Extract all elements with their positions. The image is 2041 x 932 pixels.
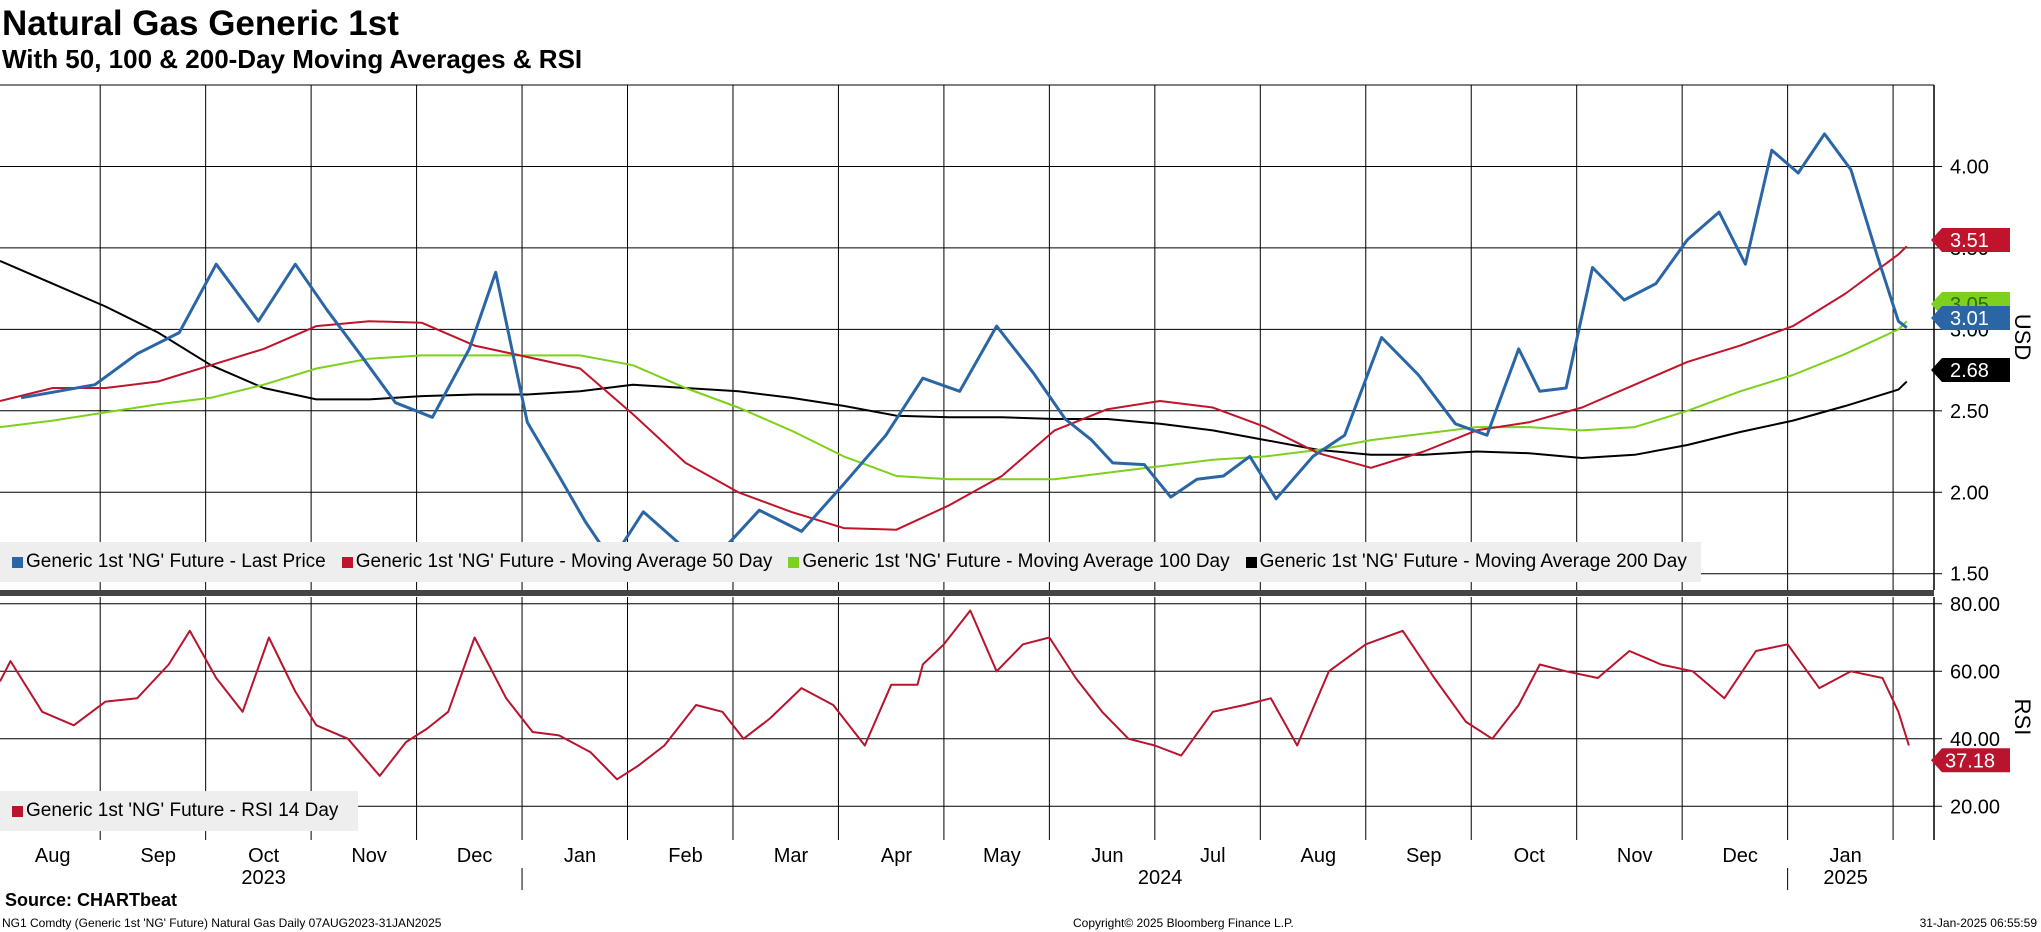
x-month-label: Nov bbox=[1617, 845, 1653, 867]
price-ytick-label: 4.00 bbox=[1950, 156, 1989, 178]
rsi-last-value-tag-label: 37.18 bbox=[1945, 750, 1995, 772]
last-value-tag-label: 3.51 bbox=[1950, 230, 1989, 252]
last-value-tag-label: 2.68 bbox=[1950, 360, 1989, 382]
price-ylabel: USD bbox=[2010, 314, 2035, 360]
rsi-ytick-label: 40.00 bbox=[1950, 729, 2000, 751]
rsi-ytick-label: 60.00 bbox=[1950, 661, 2000, 683]
x-month-label: May bbox=[983, 845, 1021, 867]
price-ytick-label: 2.00 bbox=[1950, 482, 1989, 504]
x-month-label: Apr bbox=[881, 845, 912, 867]
x-month-label: Mar bbox=[774, 845, 809, 867]
rsi-ytick-label: 20.00 bbox=[1950, 796, 2000, 818]
price-ytick-label: 2.50 bbox=[1950, 401, 1989, 423]
legend-item: Generic 1st 'NG' Future - RSI 14 Day bbox=[0, 800, 338, 822]
last-value-tag-label: 3.01 bbox=[1950, 308, 1989, 330]
last-value-tag bbox=[1931, 228, 2010, 252]
legend-item: Generic 1st 'NG' Future - Last Price bbox=[0, 551, 326, 573]
x-month-label: Nov bbox=[351, 845, 387, 867]
x-month-label: Feb bbox=[668, 845, 702, 867]
ma50-line bbox=[0, 245, 1908, 531]
x-month-label: Aug bbox=[35, 845, 71, 867]
price-ytick-label: 1.50 bbox=[1950, 564, 1989, 586]
legend-item: Generic 1st 'NG' Future - Moving Average… bbox=[330, 551, 773, 573]
x-month-label: Jan bbox=[564, 845, 596, 867]
last-value-tag bbox=[1931, 306, 2010, 330]
legend-swatch bbox=[12, 805, 23, 817]
x-month-label: Dec bbox=[457, 845, 493, 867]
ma100-line bbox=[0, 320, 1908, 481]
x-year-label: 2024 bbox=[1138, 867, 1183, 889]
x-month-label: Sep bbox=[1406, 845, 1442, 867]
x-month-label: Sep bbox=[140, 845, 176, 867]
footer-description: NG1 Comdty (Generic 1st 'NG' Future) Nat… bbox=[2, 916, 442, 930]
legend-swatch bbox=[341, 556, 353, 568]
x-year-label: 2025 bbox=[1823, 867, 1868, 889]
x-month-label: Jul bbox=[1200, 845, 1226, 867]
source-note: Source: CHARTbeat bbox=[5, 890, 178, 910]
legend-swatch bbox=[12, 556, 23, 568]
legend-item: Generic 1st 'NG' Future - Moving Average… bbox=[1234, 551, 1687, 573]
legend-swatch bbox=[788, 556, 800, 568]
legend-swatch bbox=[1245, 556, 1257, 568]
x-month-label: Dec bbox=[1722, 845, 1758, 867]
price-legend: Generic 1st 'NG' Future - Last Price Gene… bbox=[0, 542, 1701, 582]
rsi-ytick-label: 80.00 bbox=[1950, 594, 2000, 616]
legend-label: Generic 1st 'NG' Future - RSI 14 Day bbox=[26, 800, 339, 821]
x-month-label: Oct bbox=[248, 845, 280, 867]
footer-copyright: Copyright© 2025 Bloomberg Finance L.P. bbox=[1073, 916, 1294, 930]
rsi-last-value-tag bbox=[1931, 748, 2010, 773]
legend-label: Generic 1st 'NG' Future - Moving Average… bbox=[802, 551, 1230, 572]
x-month-label: Oct bbox=[1514, 845, 1546, 867]
rsi-ylabel: RSI bbox=[2010, 699, 2035, 736]
x-year-label: 2023 bbox=[241, 867, 286, 889]
last-value-tag bbox=[1931, 358, 2010, 382]
x-month-label: Aug bbox=[1301, 845, 1337, 867]
panel-divider bbox=[0, 590, 1934, 596]
x-month-label: Jun bbox=[1091, 845, 1123, 867]
legend-item: Generic 1st 'NG' Future - Moving Average… bbox=[776, 551, 1230, 573]
chart-subtitle: With 50, 100 & 200-Day Moving Averages &… bbox=[2, 44, 583, 74]
legend-label: Generic 1st 'NG' Future - Last Price bbox=[26, 551, 326, 572]
legend-label: Generic 1st 'NG' Future - Moving Average… bbox=[1259, 551, 1687, 572]
ma200-line bbox=[0, 259, 1908, 459]
rsi-legend: Generic 1st 'NG' Future - RSI 14 Day bbox=[0, 791, 359, 831]
chart-title: Natural Gas Generic 1st bbox=[2, 4, 399, 43]
x-month-label: Jan bbox=[1830, 845, 1862, 867]
rsi-line bbox=[0, 609, 1910, 781]
legend-label: Generic 1st 'NG' Future - Moving Average… bbox=[355, 551, 773, 572]
last-price-line bbox=[20, 132, 1908, 563]
footer-timestamp: 31-Jan-2025 06:55:59 bbox=[1919, 916, 2037, 930]
